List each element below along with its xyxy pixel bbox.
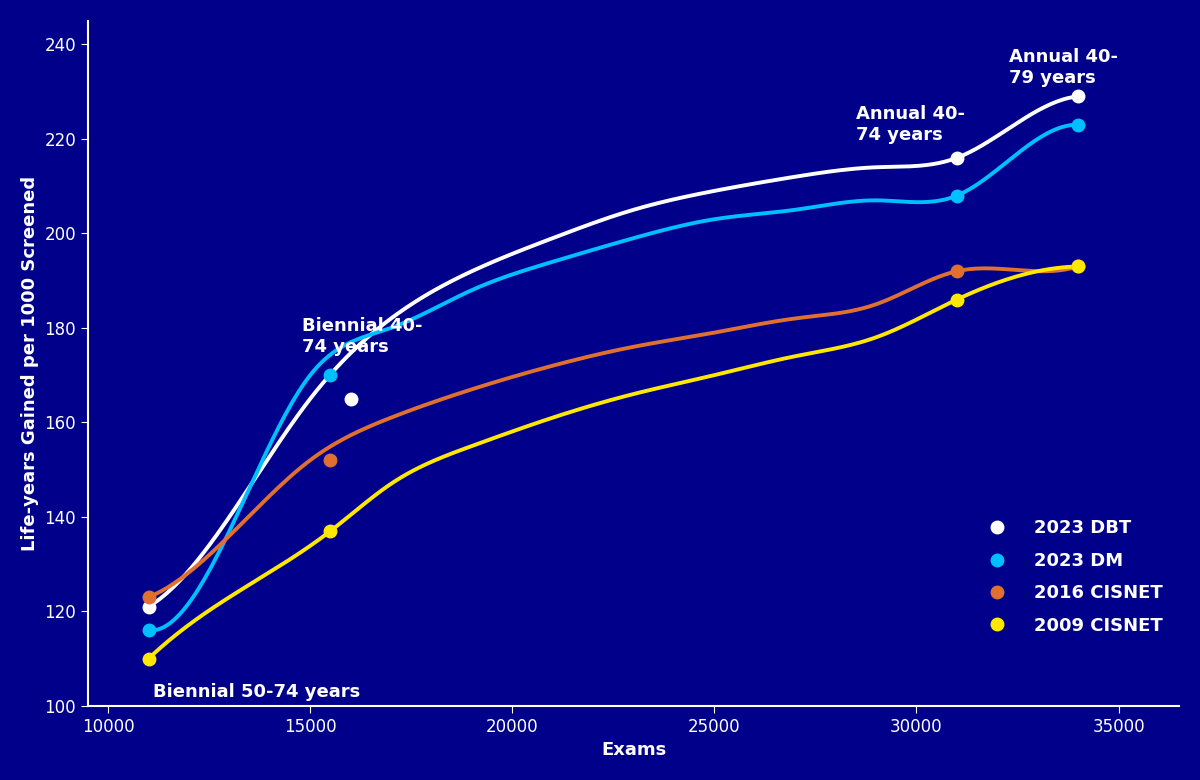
2023 DBT bbox=[1070, 92, 1085, 101]
Line: 2023 DM: 2023 DM bbox=[143, 119, 1085, 636]
2023 DM bbox=[949, 191, 964, 200]
2016 CISNET bbox=[949, 267, 964, 276]
Line: 2009 CISNET: 2009 CISNET bbox=[143, 261, 1085, 665]
2023 DM bbox=[1070, 120, 1085, 129]
Y-axis label: Life-years Gained per 1000 Screened: Life-years Gained per 1000 Screened bbox=[20, 176, 38, 551]
Line: 2016 CISNET: 2016 CISNET bbox=[143, 261, 1085, 604]
Text: Biennial 50-74 years: Biennial 50-74 years bbox=[152, 683, 360, 701]
Text: Annual 40-
79 years: Annual 40- 79 years bbox=[1009, 48, 1118, 87]
2023 DBT bbox=[142, 602, 156, 612]
2009 CISNET bbox=[142, 654, 156, 663]
2023 DM bbox=[142, 626, 156, 635]
2009 CISNET bbox=[1070, 262, 1085, 271]
2023 DBT bbox=[949, 153, 964, 162]
Line: 2023 DBT: 2023 DBT bbox=[143, 90, 1085, 613]
2009 CISNET bbox=[323, 526, 337, 536]
X-axis label: Exams: Exams bbox=[601, 741, 666, 759]
2016 CISNET bbox=[323, 456, 337, 465]
2016 CISNET bbox=[142, 593, 156, 602]
2009 CISNET bbox=[949, 295, 964, 304]
Text: Biennial 40-
74 years: Biennial 40- 74 years bbox=[302, 317, 422, 356]
2023 DM bbox=[323, 370, 337, 380]
Legend: 2023 DBT, 2023 DM, 2016 CISNET, 2009 CISNET: 2023 DBT, 2023 DM, 2016 CISNET, 2009 CIS… bbox=[967, 512, 1170, 642]
2016 CISNET bbox=[1070, 262, 1085, 271]
2023 DBT bbox=[343, 394, 358, 403]
Text: Annual 40-
74 years: Annual 40- 74 years bbox=[856, 105, 965, 144]
